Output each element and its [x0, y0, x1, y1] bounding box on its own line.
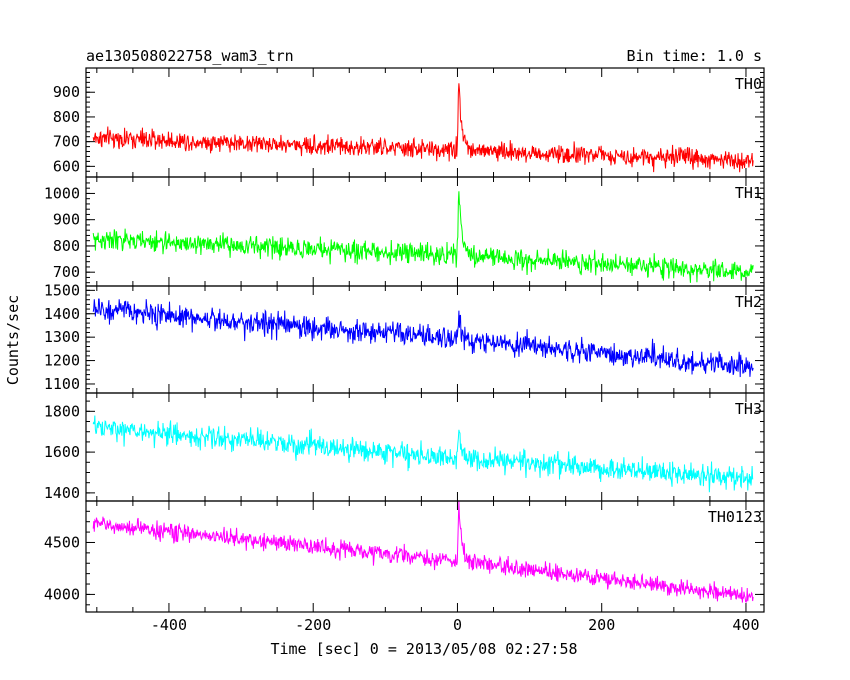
panel-label-th0123: TH0123 [708, 508, 762, 526]
x-tick-label: 400 [732, 616, 759, 634]
y-tick-label: 700 [53, 133, 80, 151]
y-tick-label: 1600 [44, 443, 80, 461]
series-line-th2 [92, 298, 754, 378]
x-tick-label: 0 [453, 616, 462, 634]
panel-th0: 600 700 800 900 TH0 [53, 67, 765, 178]
series-line-th0123 [92, 501, 754, 603]
x-tick-label: -200 [295, 616, 331, 634]
y-tick-label: 4500 [44, 533, 80, 551]
panel-label-th2: TH2 [735, 293, 762, 311]
panel-th3: 1400 1600 1800 TH3 [44, 392, 765, 502]
y-tick-label: 1400 [44, 305, 80, 323]
series-line-th1 [92, 191, 754, 283]
y-tick-label: 1100 [44, 375, 80, 393]
y-tick-label: 4000 [44, 585, 80, 603]
panel-frame [85, 67, 765, 178]
y-tick-label: 700 [53, 263, 80, 281]
y-tick-label: 1200 [44, 352, 80, 370]
y-tick-label: 800 [53, 108, 80, 126]
series-line-th3 [92, 415, 754, 493]
y-tick-label: 600 [53, 157, 80, 175]
chart-title: ae130508022758_wam3_trn [86, 47, 294, 65]
panel-frame [85, 392, 765, 502]
x-tick-label: -400 [151, 616, 187, 634]
y-tick-label: 900 [53, 211, 80, 229]
y-tick-label: 1800 [44, 402, 80, 420]
panel-label-th0: TH0 [735, 75, 762, 93]
y-tick-label: 1000 [44, 184, 80, 202]
x-tick-label: 200 [588, 616, 615, 634]
y-axis-label: Counts/sec [4, 295, 22, 385]
panel-label-th1: TH1 [735, 184, 762, 202]
panel-th0123: 4000 4500 TH0123 [44, 500, 765, 613]
series-line-th0 [92, 83, 754, 173]
panel-th2: 1100 1200 1300 1400 1500 TH2 [44, 281, 765, 394]
panel-th1: 700 800 900 1000 TH1 [44, 176, 765, 287]
y-tick-label: 800 [53, 237, 80, 255]
panel-label-th3: TH3 [735, 400, 762, 418]
bin-time-label: Bin time: 1.0 s [627, 47, 762, 65]
panel-frame [85, 500, 765, 613]
y-tick-label: 1300 [44, 328, 80, 346]
y-tick-label: 1500 [44, 281, 80, 299]
x-axis-label: Time [sec] 0 = 2013/05/08 02:27:58 [270, 640, 577, 658]
y-tick-label: 900 [53, 83, 80, 101]
y-tick-label: 1400 [44, 484, 80, 502]
